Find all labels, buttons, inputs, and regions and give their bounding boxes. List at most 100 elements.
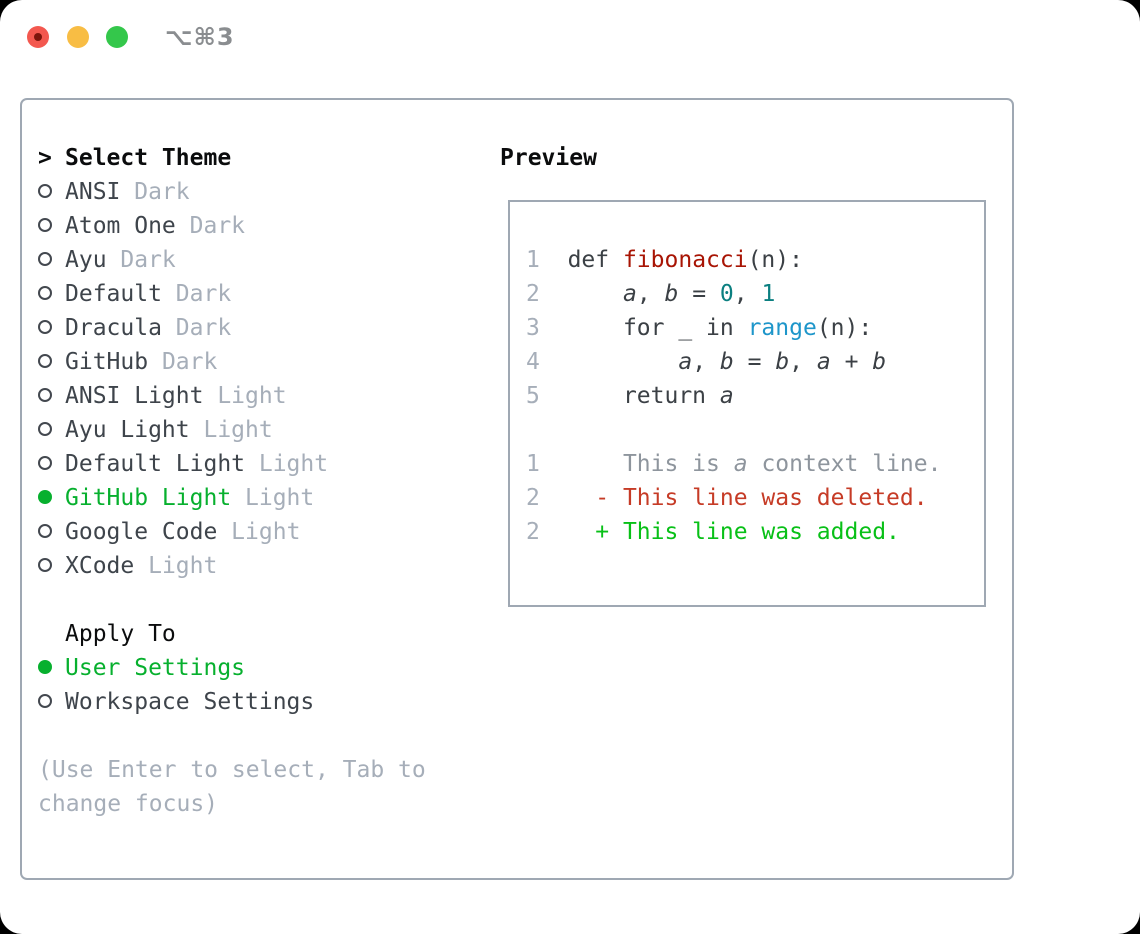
code-segment: , <box>636 281 665 307</box>
option-variant-label: Light <box>231 485 315 511</box>
hint-line-2: change focus) <box>38 791 219 817</box>
option-label: Ayu Light <box>65 417 190 443</box>
code-segment: 0 <box>719 281 734 307</box>
code-line: 3 for _ in range(n): <box>526 311 984 345</box>
option-label: XCode <box>65 553 135 579</box>
radio-icon <box>38 455 52 470</box>
theme-item[interactable]: Google Code Light <box>38 515 426 549</box>
radio-marker <box>38 345 65 379</box>
radio-marker <box>38 277 65 311</box>
option-variant-label: Light <box>134 553 218 579</box>
theme-item[interactable]: Dracula Dark <box>38 311 426 345</box>
option-label: Workspace Settings <box>65 689 315 715</box>
radio-icon <box>38 319 52 334</box>
option-variant-label: Dark <box>175 213 246 239</box>
close-button[interactable] <box>27 26 49 48</box>
option-label: Default <box>65 281 162 307</box>
code-segment: a <box>719 383 734 409</box>
radio-marker <box>38 311 65 345</box>
radio-icon <box>38 285 52 300</box>
code-line <box>526 413 984 447</box>
code-segment: a <box>678 349 693 375</box>
code-segment <box>568 281 623 307</box>
theme-picker: > Select Theme ANSI Dark Atom One Dark Ayu … <box>38 141 426 821</box>
code-segment: 1 <box>761 281 776 307</box>
radio-icon <box>38 557 52 572</box>
code-segment: b <box>872 349 887 375</box>
theme-item[interactable]: XCode Light <box>38 549 426 583</box>
select-theme-title: Select Theme <box>65 145 232 171</box>
theme-item[interactable]: Default Dark <box>38 277 426 311</box>
radio-icon <box>38 523 52 538</box>
code-segment: a <box>622 281 637 307</box>
selected-radio-icon <box>38 659 52 674</box>
code-segment: context line. <box>747 451 942 477</box>
radio-icon <box>38 353 52 368</box>
code-segment: = <box>678 281 720 307</box>
code-segment: (n): <box>747 247 803 273</box>
option-label: Dracula <box>65 315 162 341</box>
apply-to-item[interactable]: User Settings <box>38 651 426 685</box>
code-segment: a <box>733 451 748 477</box>
radio-marker <box>38 413 65 447</box>
radio-marker <box>38 379 65 413</box>
code-segment: b <box>719 349 734 375</box>
theme-list: ANSI Dark Atom One Dark Ayu Dark Default Da… <box>38 175 426 583</box>
radio-marker <box>38 243 65 277</box>
preview-title: Preview <box>500 145 597 171</box>
theme-item[interactable]: Atom One Dark <box>38 209 426 243</box>
option-label: ANSI <box>65 179 121 205</box>
apply-to-item[interactable]: Workspace Settings <box>38 685 426 719</box>
theme-item[interactable]: GitHub Light Light <box>38 481 426 515</box>
code-segment: , <box>692 349 720 375</box>
line-number: 4 <box>526 349 540 375</box>
radio-icon <box>38 217 52 232</box>
radio-marker <box>38 447 65 481</box>
radio-icon <box>38 183 52 198</box>
code-line: 2 a, b = 0, 1 <box>526 277 984 311</box>
close-button-dot-icon <box>34 33 42 41</box>
code-segment: (n): <box>816 315 873 341</box>
option-variant-label: Dark <box>161 315 232 341</box>
code-segment: a <box>816 349 831 375</box>
theme-item[interactable]: Ayu Dark <box>38 243 426 277</box>
radio-marker <box>38 549 65 583</box>
option-variant-label: Dark <box>120 179 190 205</box>
zoom-button[interactable] <box>106 26 128 48</box>
select-theme-header: > Select Theme <box>38 141 426 175</box>
option-variant-label: Light <box>245 451 329 477</box>
code-line: 1 def fibonacci(n): <box>526 243 984 277</box>
code-segment: b <box>775 349 790 375</box>
radio-marker <box>38 685 65 719</box>
theme-item[interactable]: ANSI Light Light <box>38 379 426 413</box>
code-line: 5 return a <box>526 379 984 413</box>
code-line: 2 + This line was added. <box>526 515 984 549</box>
radio-icon <box>38 693 52 708</box>
line-number: 3 <box>526 315 540 341</box>
radio-marker <box>38 175 65 209</box>
code-segment: + This line was added. <box>567 519 900 545</box>
spacer <box>38 719 426 753</box>
code-segment: return <box>567 383 720 409</box>
theme-item[interactable]: Ayu Light Light <box>38 413 426 447</box>
radio-marker <box>38 515 65 549</box>
theme-item[interactable]: GitHub Dark <box>38 345 426 379</box>
theme-item[interactable]: Default Light Light <box>38 447 426 481</box>
code-segment: , <box>733 281 762 307</box>
theme-item[interactable]: ANSI Dark <box>38 175 426 209</box>
line-number: 5 <box>526 383 540 409</box>
option-variant-label: Light <box>189 417 273 443</box>
code-segment: - This line was deleted. <box>567 485 928 511</box>
option-variant-label: Dark <box>161 281 232 307</box>
line-number: 1 <box>526 247 540 273</box>
minimize-button[interactable] <box>67 26 89 48</box>
apply-to-options: User Settings Workspace Settings <box>38 651 426 719</box>
option-label: Default Light <box>65 451 246 477</box>
option-label: Ayu <box>65 247 107 273</box>
option-label: User Settings <box>65 655 246 681</box>
option-label: GitHub Light <box>65 485 232 511</box>
